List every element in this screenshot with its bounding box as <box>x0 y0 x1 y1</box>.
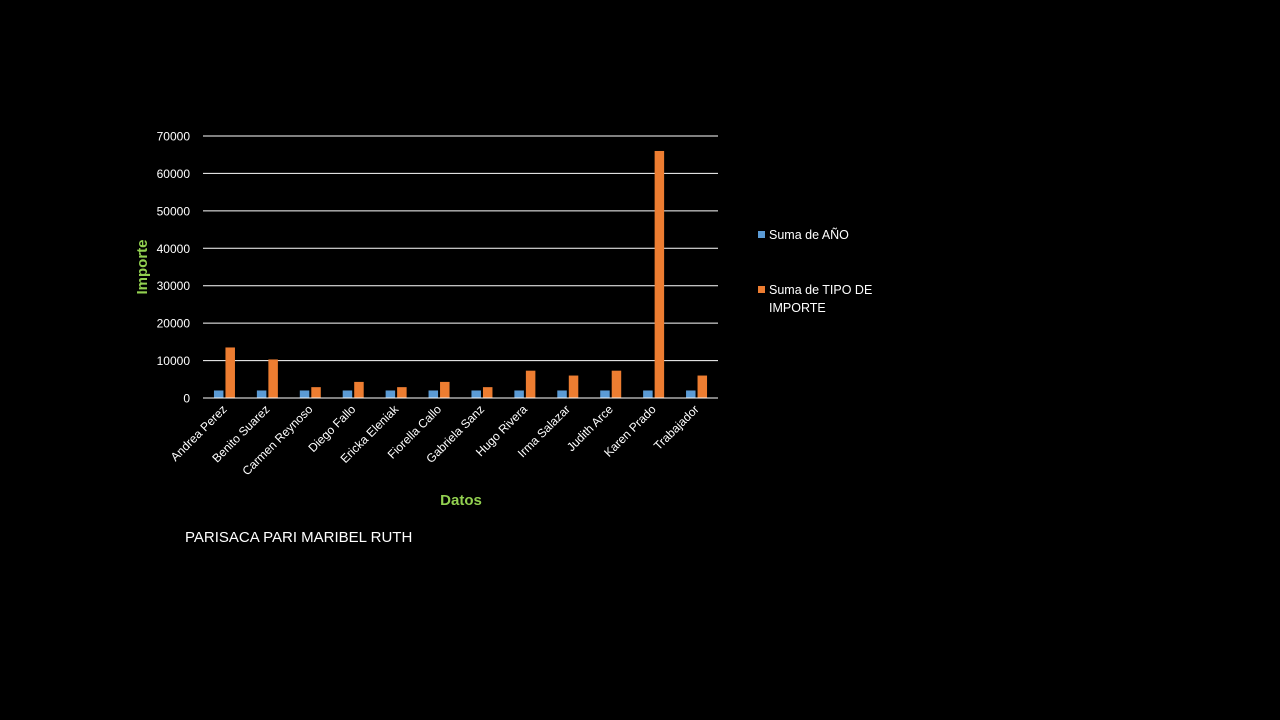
bar-suma-de-tipo-de-importe-fiorella-callo <box>440 381 450 398</box>
gridlines <box>203 135 718 362</box>
bar-suma-de-ano-gabriela-sanz <box>471 390 481 398</box>
bar-suma-de-tipo-de-importe-andrea-perez <box>225 347 235 398</box>
bar-suma-de-ano-fiorella-callo <box>428 390 439 398</box>
legend-label-line-1: Suma de TIPO DE <box>769 283 872 297</box>
bar-suma-de-ano-carmen-reynoso <box>299 390 310 398</box>
y-tick-label-60000: 60000 <box>157 167 191 181</box>
bar-suma-de-ano-hugo-rivera <box>514 390 524 398</box>
bar-suma-de-tipo-de-importe-diego-fallo <box>354 381 364 398</box>
bar-suma-de-ano-trabajador <box>686 390 696 398</box>
bar-suma-de-tipo-de-importe-ericka-eleniak <box>397 387 407 398</box>
y-tick-label-40000: 40000 <box>157 242 191 256</box>
x-axis-title: Datos <box>440 492 482 509</box>
bar-suma-de-tipo-de-importe-trabajador <box>697 375 708 398</box>
y-axis-ticks: 0 10000 20000 30000 40000 50000 60000 70000 <box>157 130 191 406</box>
bar-suma-de-tipo-de-importe-irma-salazar <box>568 375 579 398</box>
legend-label-line-2: IMPORTE <box>769 301 826 315</box>
bar-suma-de-tipo-de-importe-benito-suarez <box>268 359 278 398</box>
bar-suma-de-tipo-de-importe-hugo-rivera <box>525 370 536 398</box>
x-tick-label-trabajador: Trabajador <box>651 402 702 453</box>
bar-suma-de-ano-judith-arce <box>600 390 610 398</box>
bar-suma-de-tipo-de-importe-carmen-reynoso <box>311 387 321 398</box>
bar-suma-de-ano-benito-suarez <box>256 390 267 398</box>
y-tick-label-70000: 70000 <box>157 130 191 144</box>
bar-suma-de-ano-ericka-eleniak <box>385 390 396 398</box>
bar-suma-de-ano-irma-salazar <box>557 390 567 398</box>
bars <box>213 150 708 398</box>
legend-label-suma-de-tipo-de-importe: Suma de TIPO DE IMPORTE <box>769 283 876 315</box>
legend-swatch-suma-de-tipo-de-importe <box>758 286 765 293</box>
y-tick-label-20000: 20000 <box>157 317 191 331</box>
legend: Suma de AÑO Suma de TIPO DE IMPORTE <box>758 228 876 315</box>
bar-suma-de-ano-andrea-perez <box>213 390 224 398</box>
bar-suma-de-ano-diego-fallo <box>342 390 353 398</box>
y-axis-title: Importe <box>134 239 151 294</box>
y-tick-label-0: 0 <box>183 392 190 406</box>
y-tick-label-30000: 30000 <box>157 279 191 293</box>
author-name: PARISACA PARI MARIBEL RUTH <box>185 529 413 546</box>
bar-suma-de-tipo-de-importe-judith-arce <box>611 370 622 398</box>
bar-suma-de-ano-karen-prado <box>643 390 653 398</box>
legend-label-suma-de-ano: Suma de AÑO <box>769 228 849 242</box>
bar-suma-de-tipo-de-importe-karen-prado <box>654 150 665 398</box>
bar-suma-de-tipo-de-importe-gabriela-sanz <box>482 387 493 398</box>
legend-swatch-suma-de-ano <box>758 231 765 238</box>
y-tick-label-50000: 50000 <box>157 204 191 218</box>
y-tick-label-10000: 10000 <box>157 354 191 368</box>
